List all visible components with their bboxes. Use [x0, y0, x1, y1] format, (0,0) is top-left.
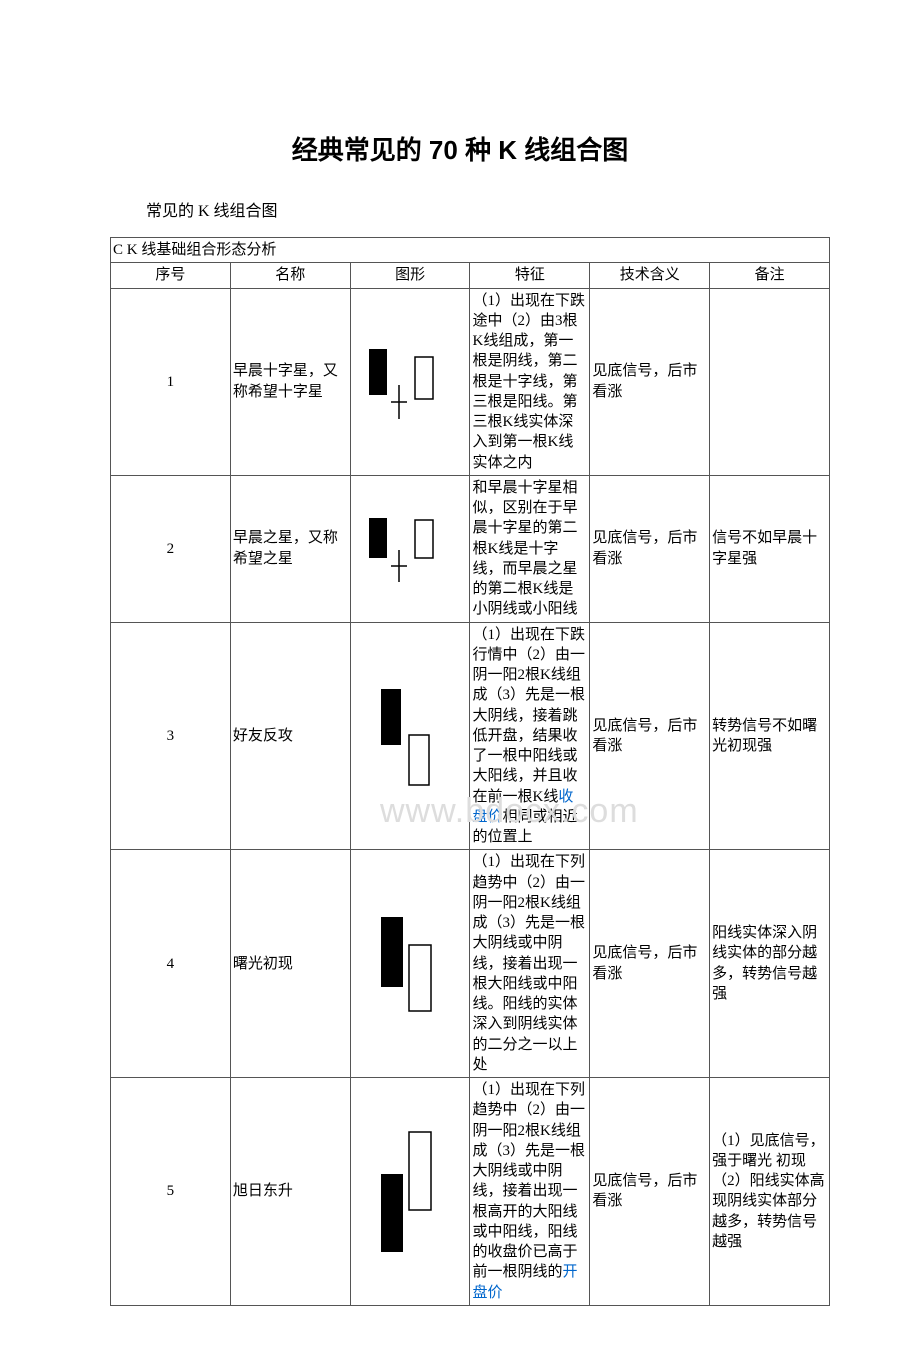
- cell-feat: （1）出现在下跌行情中（2）由一阴一阳2根K线组成（3）先是一根大阴线，接着跳低…: [470, 622, 590, 850]
- hdr-tech: 技术含义: [590, 263, 710, 288]
- cell-name: 早晨十字星，又称希望十字星: [230, 288, 350, 475]
- hdr-name: 名称: [230, 263, 350, 288]
- table-row: 2 早晨之星，又称希望之星 和早晨十字星相似，区别在于早晨十字星的第二根K线是十…: [111, 475, 830, 622]
- cell-name: 旭日东升: [230, 1078, 350, 1306]
- cell-note: [710, 288, 830, 475]
- table-row: 3 好友反攻 （1）出现在下跌行情中（2）由一阴一阳2根K线组成（3）先是一根大…: [111, 622, 830, 850]
- hdr-feat: 特征: [470, 263, 590, 288]
- sunrise-icon: [353, 1116, 453, 1266]
- hdr-idx: 序号: [111, 263, 231, 288]
- hdr-note: 备注: [710, 263, 830, 288]
- table-wrapper: www.bdocx.com C K 线基础组合形态分析 序号 名称 图形 特征 …: [110, 237, 810, 1306]
- hdr-shape: 图形: [350, 263, 470, 288]
- cell-feat: 和早晨十字星相似，区别在于早晨十字星的第二根K线是十字线，而早晨之星的第二根K线…: [470, 475, 590, 622]
- cell-note: 转势信号不如曙光初现强: [710, 622, 830, 850]
- cell-tech: 见底信号，后市看涨: [590, 475, 710, 622]
- caption-row: C K 线基础组合形态分析: [111, 238, 830, 263]
- cell-feat: （1）出现在下跌途中（2）由3根K线组成，第一根是阴线，第二根是十字线，第三根是…: [470, 288, 590, 475]
- cell-idx: 5: [111, 1078, 231, 1306]
- cell-feat: （1）出现在下列趋势中（2）由一阴一阳2根K线组成（3）先是一根大阴线或中阴线，…: [470, 1078, 590, 1306]
- header-row: 序号 名称 图形 特征 技术含义 备注: [111, 263, 830, 288]
- cell-tech: 见底信号，后市看涨: [590, 288, 710, 475]
- cell-idx: 4: [111, 850, 231, 1078]
- page-title: 经典常见的 70 种 K 线组合图: [110, 130, 810, 167]
- cell-note: 阳线实体深入阴线实体的部分越多，转势信号越强: [710, 850, 830, 1078]
- cell-tech: 见底信号，后市看涨: [590, 622, 710, 850]
- cell-tech: 见底信号，后市看涨: [590, 850, 710, 1078]
- table-caption: C K 线基础组合形态分析: [111, 238, 830, 263]
- morning-star-icon: [353, 510, 453, 588]
- piercing-icon: [353, 905, 453, 1023]
- cell-shape: [350, 622, 470, 850]
- table-row: 5 旭日东升 （1）出现在下列趋势中（2）由一阴一阳2根K线组成（3）先是一根大…: [111, 1078, 830, 1306]
- cell-name: 好友反攻: [230, 622, 350, 850]
- subtitle: 常见的 K 线组合图: [146, 197, 810, 221]
- cell-shape: [350, 288, 470, 475]
- cell-name: 早晨之星，又称希望之星: [230, 475, 350, 622]
- cell-idx: 3: [111, 622, 231, 850]
- cell-shape: [350, 850, 470, 1078]
- bullish-counter-icon: [353, 677, 453, 795]
- cell-shape: [350, 475, 470, 622]
- cell-idx: 2: [111, 475, 231, 622]
- cell-note: （1）见底信号，强于曙光 初现（2）阳线实体高现阴线实体部分越多，转势信号越强: [710, 1078, 830, 1306]
- cell-note: 信号不如早晨十字星强: [710, 475, 830, 622]
- cell-tech: 见底信号，后市看涨: [590, 1078, 710, 1306]
- feat-text-a: （1）出现在下跌行情中（2）由一阴一阳2根K线组成（3）先是一根大阴线，接着跳低…: [472, 627, 585, 805]
- feat-text-a: （1）出现在下列趋势中（2）由一阴一阳2根K线组成（3）先是一根大阴线或中阴线，…: [472, 1082, 585, 1280]
- cell-idx: 1: [111, 288, 231, 475]
- table-row: 4 曙光初现 （1）出现在下列趋势中（2）由一阴一阳2根K线组成（3）先是一根大…: [111, 850, 830, 1078]
- kline-table: C K 线基础组合形态分析 序号 名称 图形 特征 技术含义 备注 1 早晨十字…: [110, 237, 830, 1306]
- morning-doji-icon: [353, 337, 453, 427]
- cell-feat: （1）出现在下列趋势中（2）由一阴一阳2根K线组成（3）先是一根大阴线或中阴线，…: [470, 850, 590, 1078]
- cell-name: 曙光初现: [230, 850, 350, 1078]
- table-row: 1 早晨十字星，又称希望十字星 （1）出现在下跌途中（2）由3根K线组成，第一根…: [111, 288, 830, 475]
- cell-shape: [350, 1078, 470, 1306]
